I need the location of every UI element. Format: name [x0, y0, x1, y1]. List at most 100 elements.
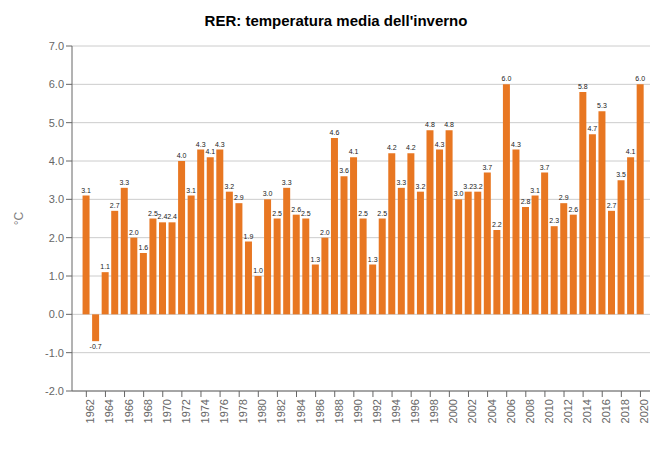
svg-text:3.0: 3.0 — [263, 190, 273, 197]
svg-text:5.8: 5.8 — [578, 83, 588, 90]
svg-text:1962: 1962 — [84, 399, 96, 423]
svg-text:2.8: 2.8 — [521, 198, 531, 205]
svg-text:4.3: 4.3 — [511, 141, 521, 148]
svg-text:4.3: 4.3 — [435, 141, 445, 148]
svg-text:3.6: 3.6 — [339, 167, 349, 174]
svg-text:1970: 1970 — [161, 399, 173, 423]
svg-text:2012: 2012 — [562, 399, 574, 423]
svg-text:1.0: 1.0 — [49, 270, 64, 282]
svg-text:-2.0: -2.0 — [45, 385, 64, 397]
svg-text:3.2: 3.2 — [224, 183, 234, 190]
svg-text:1972: 1972 — [180, 399, 192, 423]
svg-text:2.5: 2.5 — [358, 210, 368, 217]
svg-text:3.5: 3.5 — [616, 171, 626, 178]
svg-text:2018: 2018 — [619, 399, 631, 423]
svg-text:°C: °C — [12, 211, 26, 225]
svg-text:4.7: 4.7 — [588, 125, 598, 132]
svg-text:4.1: 4.1 — [349, 148, 359, 155]
svg-text:3.3: 3.3 — [396, 179, 406, 186]
svg-text:2.3: 2.3 — [549, 217, 559, 224]
svg-text:2.7: 2.7 — [110, 202, 120, 209]
svg-text:4.8: 4.8 — [444, 121, 454, 128]
svg-text:2000: 2000 — [447, 399, 459, 423]
svg-text:4.2: 4.2 — [387, 144, 397, 151]
svg-text:2.0: 2.0 — [49, 232, 64, 244]
svg-text:6.0: 6.0 — [635, 75, 645, 82]
svg-text:2020: 2020 — [638, 399, 650, 423]
svg-text:2.5: 2.5 — [301, 210, 311, 217]
svg-text:5.3: 5.3 — [597, 102, 607, 109]
svg-text:1974: 1974 — [199, 399, 211, 423]
svg-text:4.3: 4.3 — [196, 141, 206, 148]
svg-text:3.2: 3.2 — [473, 183, 483, 190]
svg-text:7.0: 7.0 — [49, 40, 64, 52]
svg-text:2.5: 2.5 — [272, 210, 282, 217]
svg-text:2.0: 2.0 — [320, 229, 330, 236]
svg-text:6.0: 6.0 — [502, 75, 512, 82]
svg-text:4.0: 4.0 — [177, 152, 187, 159]
svg-text:3.3: 3.3 — [282, 179, 292, 186]
svg-text:1998: 1998 — [428, 399, 440, 423]
svg-text:2016: 2016 — [600, 399, 612, 423]
svg-text:2.7: 2.7 — [607, 202, 617, 209]
svg-text:3.0: 3.0 — [49, 193, 64, 205]
svg-text:3.1: 3.1 — [530, 187, 540, 194]
svg-text:2004: 2004 — [486, 399, 498, 423]
svg-text:-1.0: -1.0 — [45, 347, 64, 359]
svg-text:1984: 1984 — [295, 399, 307, 423]
svg-text:4.1: 4.1 — [205, 148, 215, 155]
svg-text:2.5: 2.5 — [148, 210, 158, 217]
svg-text:5.0: 5.0 — [49, 117, 64, 129]
svg-text:2008: 2008 — [524, 399, 536, 423]
svg-text:4.2: 4.2 — [406, 144, 416, 151]
svg-text:2.9: 2.9 — [234, 194, 244, 201]
svg-text:6.0: 6.0 — [49, 78, 64, 90]
svg-text:1.9: 1.9 — [244, 233, 254, 240]
svg-text:1.3: 1.3 — [310, 256, 320, 263]
svg-text:2002: 2002 — [466, 399, 478, 423]
svg-text:4.6: 4.6 — [330, 129, 340, 136]
svg-text:4.1: 4.1 — [626, 148, 636, 155]
svg-text:1992: 1992 — [371, 399, 383, 423]
svg-text:4.3: 4.3 — [215, 141, 225, 148]
svg-text:-0.7: -0.7 — [90, 343, 102, 350]
svg-text:1994: 1994 — [390, 399, 402, 423]
svg-text:1980: 1980 — [256, 399, 268, 423]
svg-text:1.1: 1.1 — [100, 263, 110, 270]
svg-text:3.2: 3.2 — [463, 183, 473, 190]
svg-text:1964: 1964 — [103, 399, 115, 423]
svg-text:1.0: 1.0 — [253, 267, 263, 274]
svg-text:2.2: 2.2 — [492, 221, 502, 228]
svg-text:1.6: 1.6 — [139, 244, 149, 251]
svg-text:1988: 1988 — [333, 399, 345, 423]
svg-text:2.4: 2.4 — [167, 213, 177, 220]
svg-text:2010: 2010 — [543, 399, 555, 423]
svg-text:1.3: 1.3 — [368, 256, 378, 263]
svg-text:3.7: 3.7 — [482, 164, 492, 171]
svg-text:2006: 2006 — [505, 399, 517, 423]
svg-text:4.0: 4.0 — [49, 155, 64, 167]
svg-text:1996: 1996 — [409, 399, 421, 423]
svg-text:1978: 1978 — [237, 399, 249, 423]
svg-text:2.4: 2.4 — [158, 213, 168, 220]
svg-text:3.1: 3.1 — [186, 187, 196, 194]
svg-text:2014: 2014 — [581, 399, 593, 423]
svg-text:2.6: 2.6 — [568, 206, 578, 213]
svg-text:1986: 1986 — [314, 399, 326, 423]
svg-text:1976: 1976 — [218, 399, 230, 423]
svg-text:1968: 1968 — [142, 399, 154, 423]
svg-text:1966: 1966 — [123, 399, 135, 423]
svg-text:2.9: 2.9 — [559, 194, 569, 201]
svg-text:3.7: 3.7 — [540, 164, 550, 171]
svg-text:3.1: 3.1 — [81, 187, 91, 194]
svg-text:0.0: 0.0 — [49, 308, 64, 320]
svg-text:4.8: 4.8 — [425, 121, 435, 128]
svg-text:3.3: 3.3 — [119, 179, 129, 186]
svg-text:3.0: 3.0 — [454, 190, 464, 197]
svg-text:2.6: 2.6 — [291, 206, 301, 213]
svg-text:2.5: 2.5 — [377, 210, 387, 217]
svg-text:3.2: 3.2 — [416, 183, 426, 190]
svg-text:1982: 1982 — [275, 399, 287, 423]
svg-text:2.0: 2.0 — [129, 229, 139, 236]
svg-text:1990: 1990 — [352, 399, 364, 423]
